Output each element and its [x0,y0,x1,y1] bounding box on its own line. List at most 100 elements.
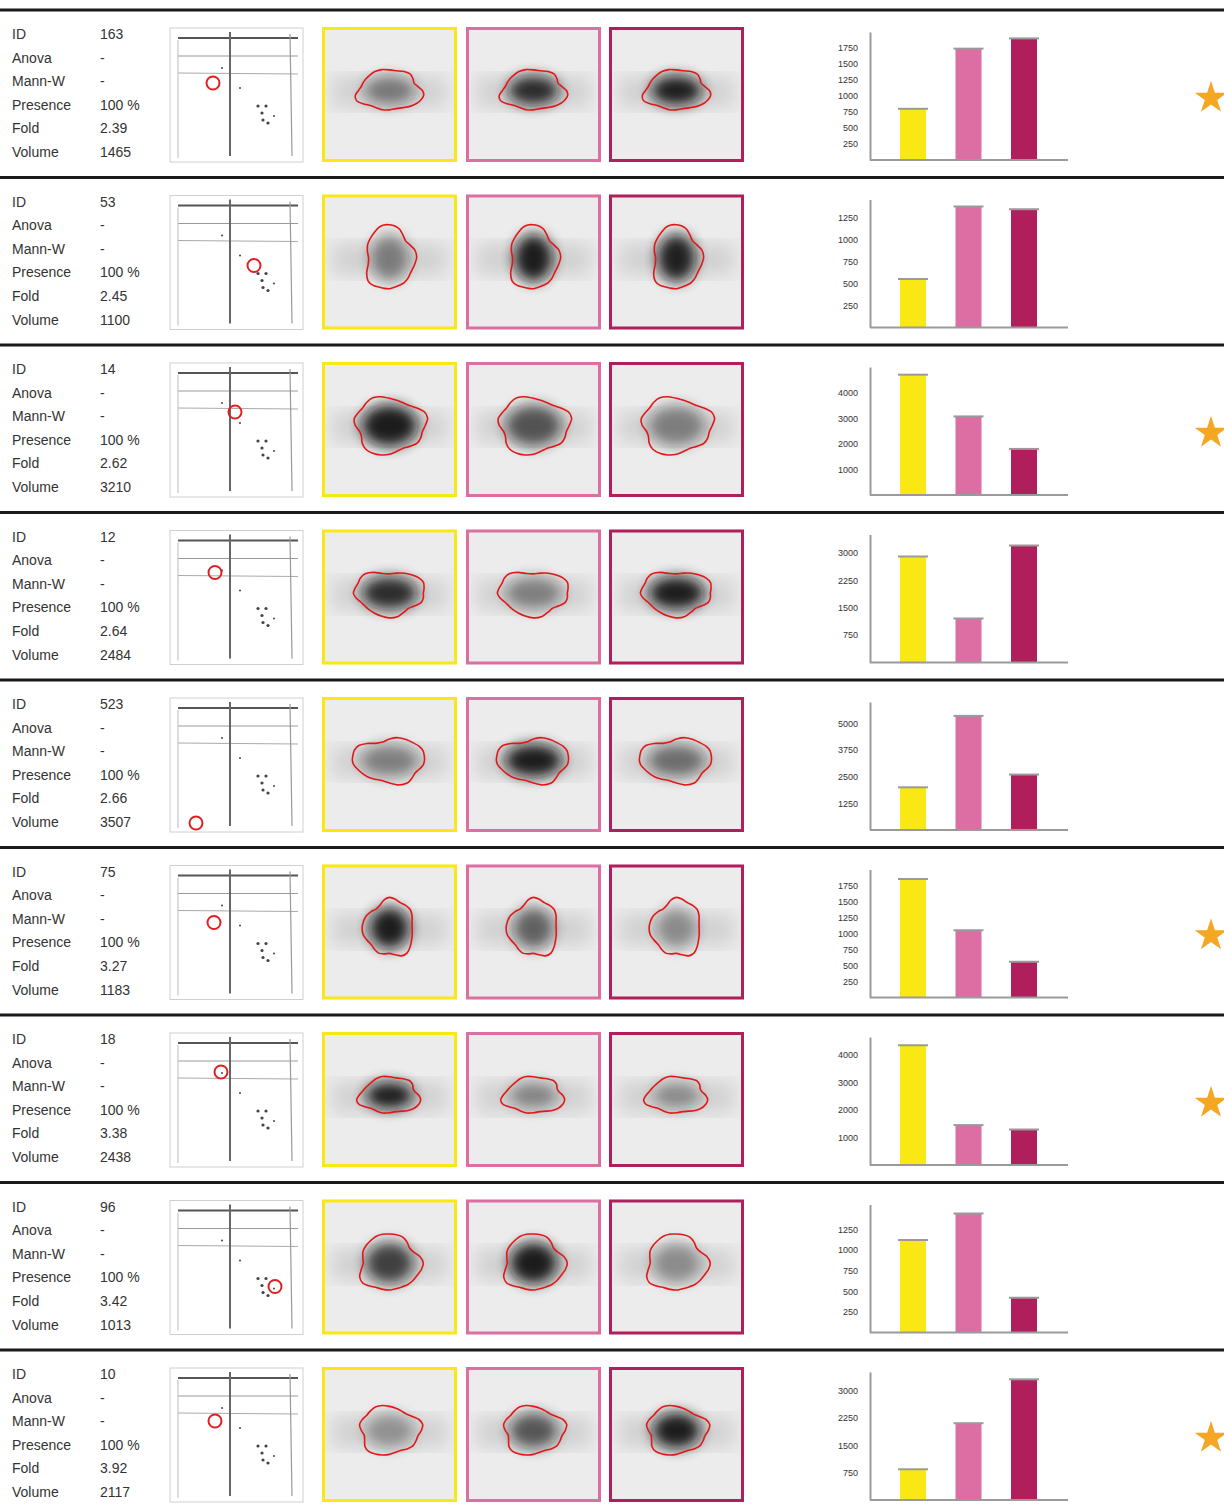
bar-cap [954,1124,984,1126]
y-tick: 2500 [838,772,870,782]
y-tick: 1250 [838,213,870,223]
crop-background [322,27,457,162]
thumbnail-frame [170,1201,303,1335]
spot-contour [639,738,711,785]
field-label: Volume [12,647,59,663]
spot-contour [360,1234,424,1290]
bar-cap [898,555,928,557]
bar [956,930,982,997]
gel-dot [221,1240,223,1242]
spot-blob [649,577,705,610]
crop-background [609,697,744,832]
spot-contour [501,1076,565,1113]
y-tick-label: 1250 [838,75,858,85]
bar-cap [954,415,984,417]
crop-background [466,362,601,497]
y-axis-line [870,535,872,663]
spot-contour [496,738,568,785]
field-label: Volume [12,1149,59,1165]
gel-dot [266,1294,269,1297]
gel-streak [229,32,231,156]
gel-dot [266,624,269,627]
field-value: 3210 [100,479,131,495]
crop-background [609,1200,744,1335]
bar-cap [954,715,984,717]
gel-dot [261,621,264,624]
field-value: 100 % [100,264,140,280]
crop-background [466,27,601,162]
thumbnail-frame [170,531,303,665]
y-tick: 1000 [838,235,870,245]
gel-dot [261,788,264,791]
x-axis-line [870,1499,1068,1501]
figure: ID163Anova-Mann-W-Presence100 %Fold2.39V… [0,0,1224,1510]
field-value: - [100,241,105,257]
gel-streak [178,223,298,224]
bar-cap [898,1468,928,1470]
y-tick: 500 [843,1287,870,1297]
y-tick: 1500 [838,603,870,613]
spot-blob [370,907,410,949]
spot-crop [322,697,457,832]
bar [900,375,926,495]
gel-streak [178,710,179,828]
y-tick: 2000 [838,439,870,449]
field-value: 100 % [100,1269,140,1285]
crop-frame [324,364,456,496]
crop-frame [611,1201,743,1333]
y-tick-label: 1000 [838,91,858,101]
gel-dot [261,956,264,959]
spot-crop [322,1032,457,1167]
field-value: - [100,911,105,927]
spot-crop [322,362,457,497]
field-label: ID [12,864,26,880]
gel-thumbnail [170,531,303,665]
spot-contour [644,1076,708,1113]
field-label: Volume [12,144,59,160]
gel-streak [229,1037,231,1161]
gel-streak [178,1228,298,1229]
field-value: 2.66 [100,790,127,806]
bar [900,1240,926,1332]
y-axis: 25050075010001250 [838,200,871,328]
gel-dot [264,1444,267,1447]
gel-thumbnail [170,196,303,330]
gel-streak [178,878,179,996]
x-axis-line [870,494,1068,496]
spot-blob [510,1082,558,1109]
field-label: Anova [12,1222,52,1238]
star-flag [1195,1086,1224,1117]
y-tick-label: 250 [843,1307,858,1317]
spot-contour [649,897,699,955]
y-tick-label: 250 [843,139,858,149]
spot-blob [506,405,562,447]
bars [898,716,1039,830]
gel-streak [178,1413,298,1414]
field-value: 1183 [100,982,130,998]
y-tick-label: 250 [843,977,858,987]
y-tick: 250 [843,301,870,311]
gel-dot [261,286,264,289]
spot-locator [209,566,222,579]
spot-crop [609,195,744,330]
spot-contour [367,225,417,289]
spot-blob [653,1413,701,1449]
y-tick: 1000 [838,929,870,939]
spot-blob [648,744,706,777]
y-tick-label: 1500 [838,59,858,69]
gel-streak [178,893,298,894]
spot-crop [322,195,457,330]
crop-background [466,1367,601,1502]
y-tick-label: 2000 [838,1105,858,1115]
gel-dot [221,1407,223,1409]
x-axis-line [870,662,1068,664]
y-tick: 1500 [838,897,870,907]
bar-cap [898,1044,928,1046]
y-tick-label: 1500 [838,603,858,613]
field-label: Anova [12,720,52,736]
spot-blob [366,1082,414,1109]
crop-background [609,530,744,665]
bar-cap [1009,208,1039,210]
bar [956,619,982,663]
y-tick-label: 3000 [838,414,858,424]
